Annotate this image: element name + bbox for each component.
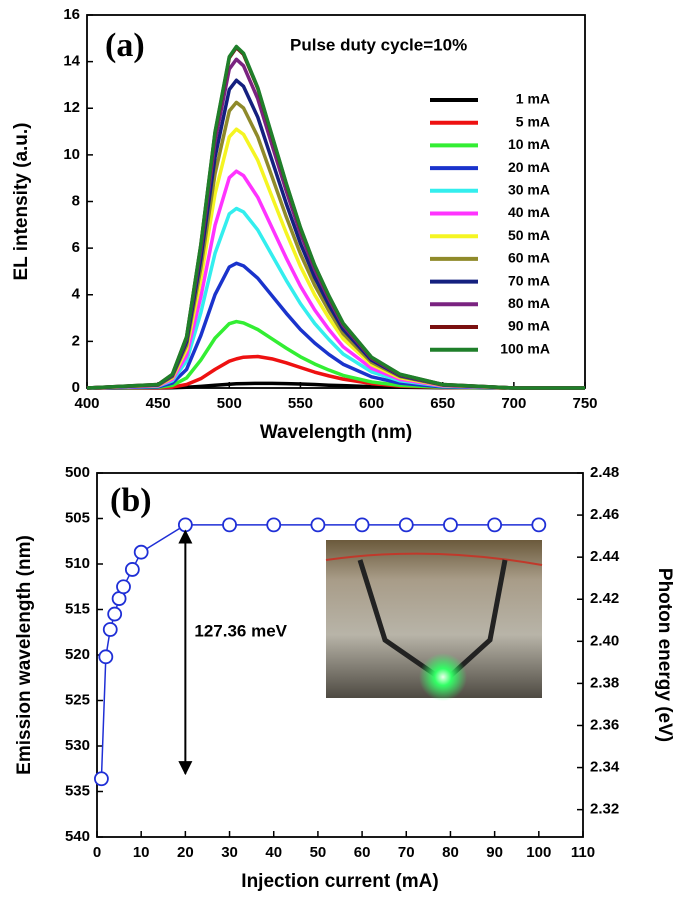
panel-label: (b) [110,482,152,519]
marker [266,517,282,533]
y-tick-label: 525 [65,691,90,708]
x-tick-label: 650 [430,395,455,412]
x-tick-label: 90 [486,844,503,861]
y-tick-label: 530 [65,737,90,754]
y-tick-label: 520 [65,646,90,663]
x-axis-title: Wavelength (nm) [260,422,412,443]
y2-tick-label: 2.46 [590,506,619,523]
marker [124,562,140,577]
panel-label: (a) [105,27,145,64]
legend-label: 90 mA [508,318,550,334]
marker [116,579,131,595]
y-tick-label: 4 [72,286,81,303]
y-tick-label: 6 [72,239,80,256]
series-line [86,319,585,390]
x-tick-label: 50 [310,844,327,861]
x-tick-label: 110 [571,844,595,861]
marker [94,771,109,787]
series-line [87,381,585,390]
marker [133,544,149,560]
y-tick-label: 12 [63,99,80,116]
marker [443,517,458,533]
legend-label: 30 mA [508,182,550,198]
y2-axis-title: Photon energy (eV) [654,568,675,742]
y-tick-label: 510 [65,555,90,572]
y-tick-label: 8 [72,192,80,209]
x-tick-label: 80 [442,844,459,861]
y-tick-label: 2 [72,332,80,349]
legend-label: 70 mA [508,272,550,288]
y-axis-title: Emission wavelength (nm) [14,535,35,775]
marker [98,649,114,665]
x-axis-title: Injection current (mA) [241,871,438,892]
marker [310,517,326,533]
x-tick-label: 750 [572,395,597,412]
legend-label: 50 mA [508,227,550,243]
series-line [86,206,585,390]
x-tick-label: 60 [354,844,371,861]
legend-label: 20 mA [508,159,550,175]
x-tick-label: 30 [221,844,238,861]
legend-label: 100 mA [500,340,550,356]
marker [354,517,370,533]
x-tick-label: 10 [133,844,150,861]
y2-tick-label: 2.40 [590,632,619,649]
legend-label: 10 mA [508,136,550,152]
y-tick-label: 0 [72,379,80,396]
x-tick-label: 70 [398,844,415,861]
x-tick-label: 700 [501,395,526,412]
marker [107,606,123,622]
y2-tick-label: 2.34 [590,759,620,776]
plot-frame [86,14,586,389]
legend-label: 1 mA [516,91,550,107]
marker [531,517,547,533]
legend-label: 80 mA [508,295,550,311]
x-tick-label: 550 [288,395,313,412]
plot-frame [96,472,584,838]
y2-tick-label: 2.48 [590,464,619,481]
y2-tick-label: 2.32 [590,801,619,818]
y-tick-label: 515 [65,600,90,617]
legend-label: 60 mA [508,250,550,266]
y2-tick-label: 2.36 [590,716,619,733]
x-tick-label: 40 [265,844,282,861]
legend-label: 40 mA [508,204,550,220]
y-tick-label: 500 [65,464,90,481]
marker [177,517,193,533]
series-line [86,261,585,390]
y-tick-label: 14 [63,53,80,70]
photo-inset [325,540,543,701]
x-tick-label: 600 [359,395,384,412]
y2-tick-label: 2.42 [590,590,619,607]
series-line [86,44,585,390]
marker [487,517,503,533]
y-axis-title: EL intensity (a.u.) [11,122,32,280]
x-tick-label: 400 [74,395,99,412]
y-tick-label: 535 [65,782,90,799]
marker [398,517,414,533]
y-tick-label: 505 [65,509,90,526]
series-line [86,169,585,390]
x-tick-label: 0 [93,844,101,861]
y-tick-label: 540 [65,828,90,845]
x-tick-label: 20 [177,844,194,861]
x-tick-label: 450 [146,395,171,412]
x-tick-label: 100 [526,844,551,861]
y-tick-label: 16 [63,6,80,23]
chart-title: Pulse duty cycle=10% [290,35,467,54]
y-tick-label: 10 [63,146,80,163]
y2-tick-label: 2.44 [590,548,620,565]
marker [222,517,237,533]
annotation: 127.36 meV [194,621,287,640]
x-tick-label: 500 [217,395,242,412]
legend-label: 5 mA [516,113,550,129]
y2-tick-label: 2.38 [590,674,619,691]
marker [102,622,118,637]
